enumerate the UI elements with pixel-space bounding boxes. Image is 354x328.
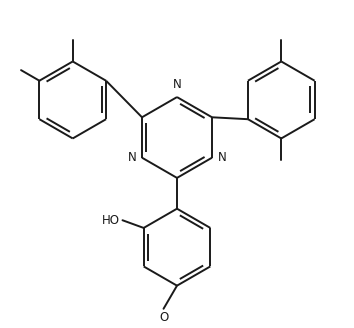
Text: HO: HO (102, 214, 120, 227)
Text: N: N (127, 151, 136, 164)
Text: O: O (159, 311, 168, 324)
Text: N: N (218, 151, 227, 164)
Text: N: N (173, 78, 181, 91)
